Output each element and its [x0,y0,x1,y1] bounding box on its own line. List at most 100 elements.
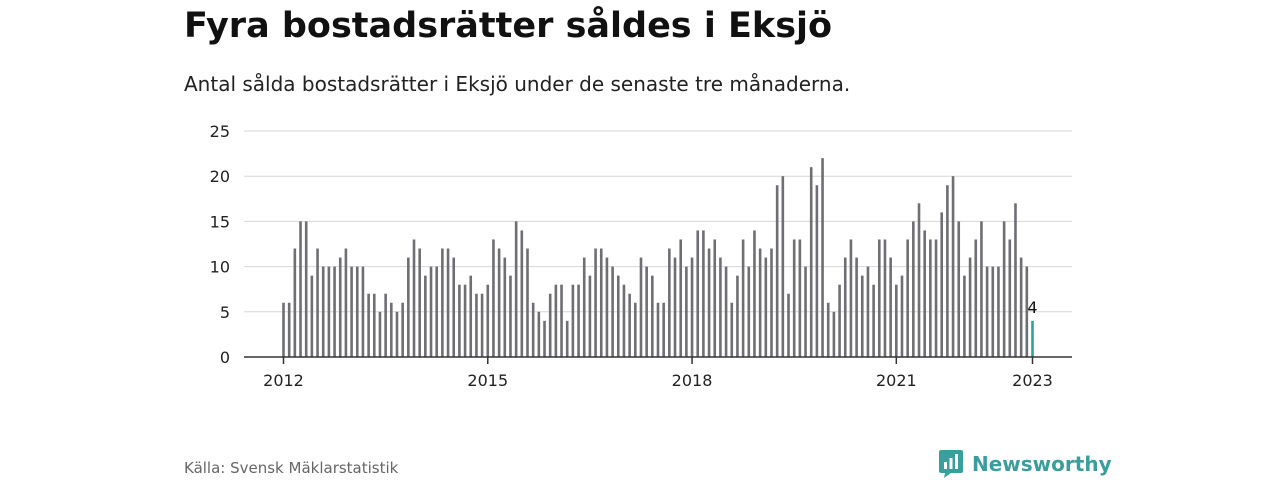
bar [849,239,853,357]
bar [912,221,915,357]
bar [509,275,512,357]
bar [645,266,648,357]
bar [282,302,285,357]
bar [526,248,529,357]
bar [321,266,325,357]
bar [344,248,348,357]
bar-highlight [1031,320,1034,357]
bar [685,266,688,357]
bar [741,239,745,357]
bar [492,239,495,357]
bar [951,176,955,357]
bar [668,248,671,357]
bar [963,275,966,357]
y-tick-label: 20 [210,167,230,186]
bar [843,257,847,357]
bar [514,221,518,357]
bar [333,266,336,357]
bar [537,311,541,357]
bar [390,302,393,357]
bar [917,203,921,357]
bar [304,221,308,357]
brand-name: Newsworthy [972,452,1112,476]
bar [548,293,552,357]
bar [475,293,478,357]
bar [372,293,376,357]
bar [310,275,314,357]
bar [781,176,785,357]
data-labels: 4 [1027,298,1037,317]
bar [651,275,654,357]
bar [378,311,382,357]
bar [458,284,461,357]
bar [724,266,728,357]
bar [497,248,501,357]
bar [815,185,819,357]
bar [355,266,359,357]
bar [407,257,410,357]
y-tick-label: 25 [210,122,230,141]
bar [577,284,580,357]
bar [1008,239,1012,357]
bar-chart-logo-icon [939,450,963,478]
bar [441,248,444,357]
bar [412,239,416,357]
highlight-value-label: 4 [1027,298,1037,317]
bar [997,266,1000,357]
bar [929,239,932,357]
bar [730,302,734,357]
bar [821,158,824,357]
bar [480,293,484,357]
bar [367,293,370,357]
bar [503,257,507,357]
chart-title: Fyra bostadsrätter såldes i Eksjö [184,6,833,46]
bar [770,248,773,357]
bar [991,266,995,357]
bar [327,266,331,357]
bar [293,248,297,357]
bar [361,266,365,357]
bar [287,302,291,357]
bar [594,248,597,357]
bar [395,311,399,357]
bar [957,221,961,357]
bar [702,230,705,357]
bar [622,284,626,357]
bar [338,257,342,357]
bar [974,239,978,357]
bar [968,257,972,357]
bar [809,167,813,357]
bar [673,257,677,357]
y-tick-label: 0 [220,348,230,367]
bar [571,284,575,357]
bar [980,221,983,357]
bar [696,230,700,357]
bar [662,302,665,357]
bar [401,302,404,357]
bar-chart: 0 5 10 15 20 25 2012 2015 2018 2021 2023 4 [210,122,1072,390]
bar [435,266,439,357]
chart-subtitle: Antal sålda bostadsrätter i Eksjö under … [184,72,851,96]
bar [736,275,739,357]
bar [900,275,904,357]
bar [877,239,881,357]
bars [282,158,1034,357]
brand-logo: Newsworthy [938,449,1112,479]
bar [895,284,898,357]
bar [588,275,592,357]
bar [446,248,450,357]
bar [599,248,603,357]
bar [299,221,302,357]
bar [775,185,779,357]
bar [565,320,569,357]
x-tick-label: 2012 [263,371,304,390]
bar [384,293,387,357]
source-note: Källa: Svensk Mäklarstatistik [184,459,399,477]
bar [452,257,456,357]
x-tick-label: 2023 [1012,371,1053,390]
bar [690,257,694,357]
bar [520,230,524,357]
bar [543,320,546,357]
bar [804,266,807,357]
bar [679,239,682,357]
